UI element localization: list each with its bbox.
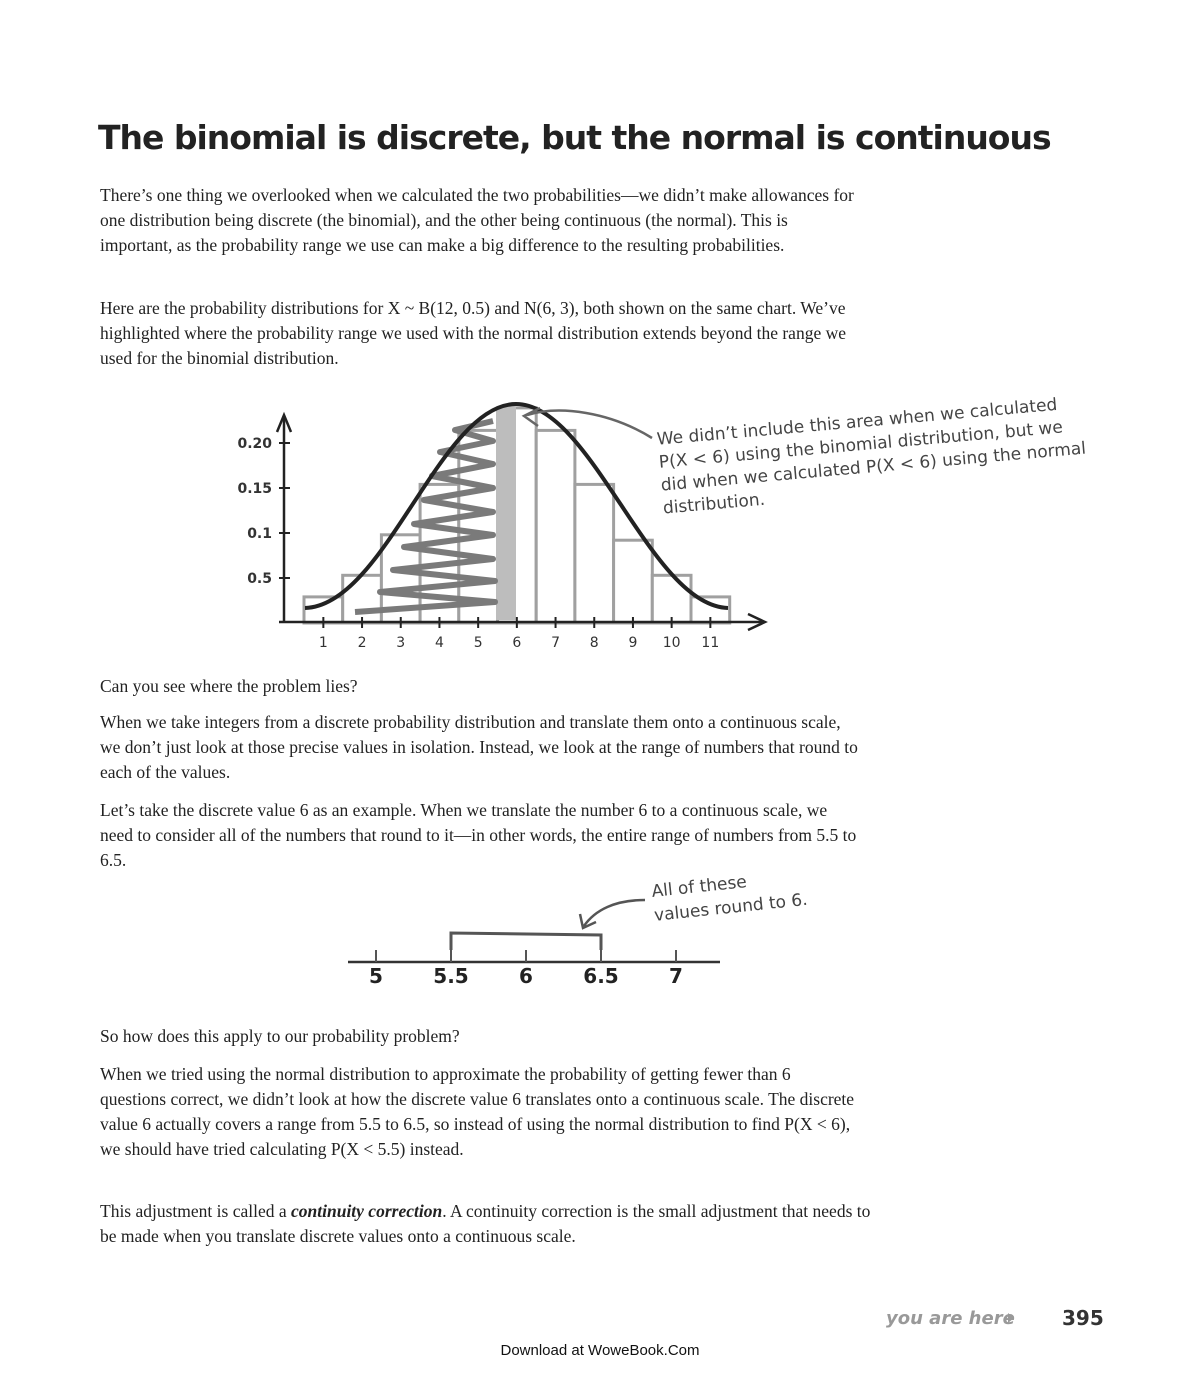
x-tick-label: 3 — [396, 635, 405, 651]
x-tick-label: 7 — [551, 635, 560, 651]
annotation-arrow — [582, 898, 646, 927]
tick-label: 5.5 — [433, 964, 468, 988]
source: Download at WoweBook.Com — [500, 1342, 700, 1359]
x-tick-label: 6 — [512, 635, 521, 651]
annotation-arrow — [526, 409, 653, 440]
page-title: The binomial is discrete, but the normal… — [98, 118, 1052, 157]
paragraph: Here are the probability distributions f… — [100, 298, 846, 368]
tick-label: 7 — [669, 964, 683, 988]
paragraph: When we take integers from a discrete pr… — [100, 712, 858, 782]
y-tick-label: 0.15 — [237, 481, 272, 497]
paragraph: This adjustment is called a continuity c… — [100, 1199, 890, 1249]
y-tick-label: 0.20 — [237, 436, 272, 452]
bar — [650, 573, 693, 625]
text: This adjustment is called a — [100, 1201, 291, 1221]
tick-label: 5 — [369, 964, 383, 988]
x-tick-label: 11 — [701, 635, 719, 651]
annotation-arrowhead — [521, 406, 541, 428]
paragraph: Let’s take the discrete value 6 as an ex… — [100, 800, 857, 870]
y-tick-label: 0.1 — [247, 526, 272, 542]
bar — [612, 538, 654, 625]
highlight-area — [496, 407, 516, 620]
x-arrow — [747, 612, 768, 632]
paragraph: So how does this apply to our probabilit… — [100, 1026, 460, 1046]
tick-label: 6 — [519, 964, 533, 988]
normal-curve — [304, 401, 729, 610]
x-tick-label: 4 — [435, 635, 444, 651]
bar — [534, 428, 577, 625]
bracket — [449, 931, 603, 950]
tick-label: 6.5 — [583, 964, 618, 988]
page-number: 395 — [1062, 1306, 1104, 1330]
paragraph: When we tried using the normal distribut… — [100, 1064, 855, 1159]
bar — [341, 573, 383, 625]
x-tick-label: 1 — [319, 635, 328, 651]
annotation-arrowhead — [578, 913, 597, 930]
x-tick-label: 5 — [474, 635, 483, 651]
footer-tag: you are here — [886, 1308, 1015, 1329]
paragraph: There’s one thing we overlooked when we … — [100, 185, 854, 255]
y-arrow — [275, 411, 293, 433]
annotation: We didn’t include this area when we calc… — [656, 395, 1087, 519]
x-tick-label: 10 — [663, 635, 681, 651]
paragraph: Can you see where the problem lies? — [100, 676, 358, 696]
y-tick-label: 0.5 — [247, 571, 272, 587]
x-tick-label: 8 — [590, 635, 599, 651]
text: . A continuity correction is the small a… — [100, 1201, 871, 1246]
x-tick-label: 9 — [628, 635, 637, 651]
bar — [573, 482, 616, 625]
footer-arrow — [1008, 1313, 1014, 1323]
x-tick-label: 2 — [358, 635, 367, 651]
figure-distributions: 0.5 0.1 0.15 0.20 1 2 3 4 5 6 7 8 9 10 11 We didn’t inc… — [237, 395, 1087, 651]
term: continuity correction — [291, 1201, 443, 1221]
